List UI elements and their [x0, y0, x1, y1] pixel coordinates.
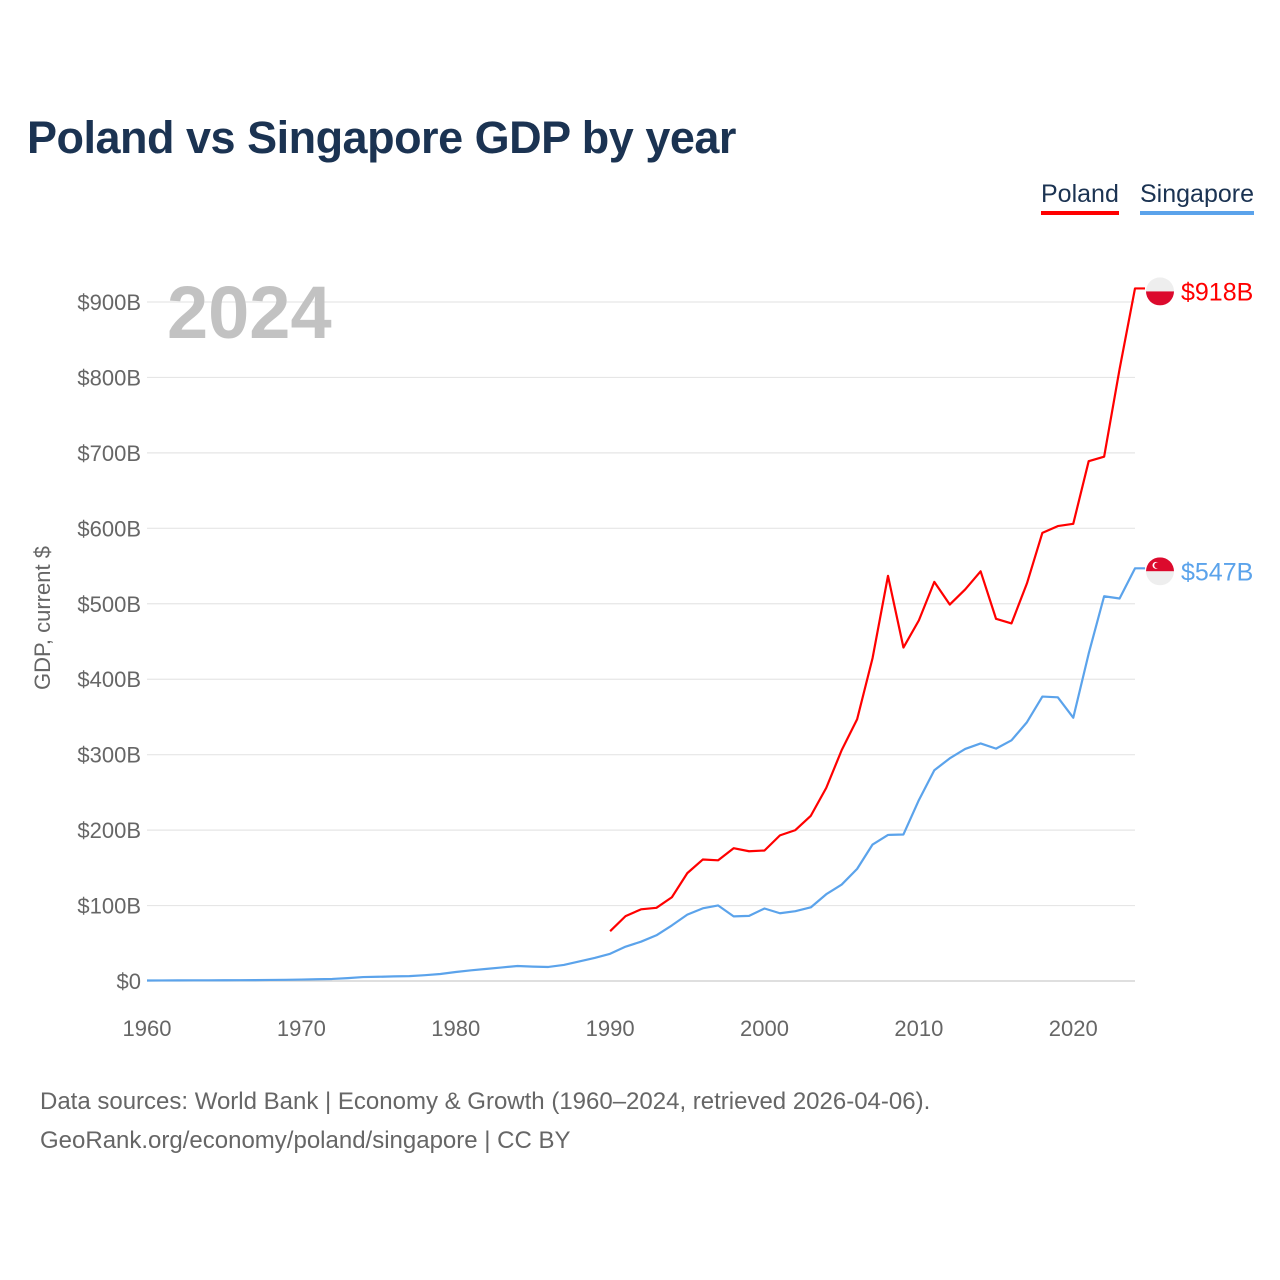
flag-red: [1146, 291, 1174, 306]
y-tick-label: $900B: [77, 290, 141, 315]
y-tick-label: $200B: [77, 818, 141, 843]
y-axis-label: GDP, current $: [30, 546, 55, 690]
y-tick-label: $500B: [77, 592, 141, 617]
end-value-label: $918B: [1181, 278, 1253, 306]
year-watermark: 2024: [167, 271, 332, 354]
x-tick-label: 2000: [740, 1016, 789, 1041]
x-tick-label: 1980: [431, 1016, 480, 1041]
footer-link[interactable]: GeoRank.org/economy/poland/singapore | C…: [40, 1127, 571, 1154]
y-tick-label: $600B: [77, 516, 141, 541]
legend-singapore[interactable]: Singapore: [1140, 180, 1254, 215]
y-tick-label: $300B: [77, 743, 141, 768]
singapore-flag-icon: [1146, 557, 1174, 586]
y-tick-label: $700B: [77, 441, 141, 466]
footer-sources: Data sources: World Bank | Economy & Gro…: [40, 1088, 931, 1115]
flag-white: [1146, 277, 1174, 292]
flag-white: [1146, 571, 1174, 586]
chart-title: Poland vs Singapore GDP by year: [27, 112, 736, 163]
y-tick-label: $0: [117, 969, 141, 994]
y-tick-label: $400B: [77, 667, 141, 692]
x-tick-label: 2010: [894, 1016, 943, 1041]
end-value-label: $547B: [1181, 558, 1253, 586]
x-tick-label: 2020: [1049, 1016, 1098, 1041]
y-tick-label: $800B: [77, 365, 141, 390]
poland-flag-icon: [1146, 277, 1174, 306]
x-tick-label: 1970: [277, 1016, 326, 1041]
legend-poland[interactable]: Poland: [1041, 180, 1119, 215]
footer: Data sources: World Bank | Economy & Gro…: [40, 1082, 930, 1160]
series-line-poland: [609, 287, 1145, 932]
y-tick-label: $100B: [77, 894, 141, 919]
x-tick-label: 1990: [586, 1016, 635, 1041]
flag-body: [1146, 557, 1174, 586]
flag-crescent-cut: [1154, 562, 1161, 569]
flag-body: [1146, 277, 1174, 306]
x-tick-label: 1960: [123, 1016, 172, 1041]
series-line-singapore: [146, 567, 1145, 982]
